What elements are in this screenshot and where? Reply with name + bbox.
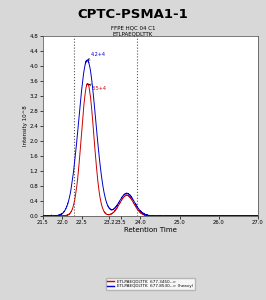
Y-axis label: Intensity 10^8: Intensity 10^8 [23, 106, 28, 146]
Text: ETLPAEQDLTTK: ETLPAEQDLTTK [113, 32, 153, 37]
Legend: ETLPAEQDLTTK  677.3450-->, ETLPAEQDLTTK  677.8530--> (heavy): ETLPAEQDLTTK 677.3450-->, ETLPAEQDLTTK 6… [106, 278, 194, 290]
Text: FFPE HQC 04 C1: FFPE HQC 04 C1 [111, 26, 155, 31]
Text: CPTC-PSMA1-1: CPTC-PSMA1-1 [78, 8, 188, 20]
Text: 3.5+4: 3.5+4 [89, 84, 106, 91]
Text: 4.2+4: 4.2+4 [88, 52, 106, 60]
X-axis label: Retention Time: Retention Time [124, 226, 177, 232]
